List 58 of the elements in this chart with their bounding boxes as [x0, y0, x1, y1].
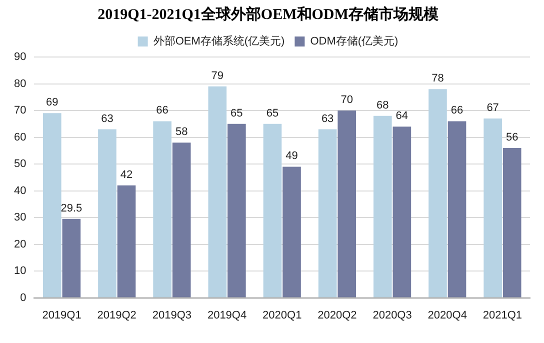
- bar: [484, 118, 502, 298]
- data-label: 56: [506, 132, 518, 144]
- y-tick-label: 10: [14, 265, 26, 278]
- bar: [428, 89, 447, 298]
- y-tick-label: 30: [14, 212, 26, 224]
- x-tick-label: 2020Q2: [318, 309, 357, 322]
- y-tick-label: 0: [20, 292, 26, 304]
- bar: [153, 121, 172, 298]
- y-tick-label: 90: [14, 51, 26, 64]
- y-tick-label: 50: [14, 158, 26, 170]
- bar: [338, 110, 356, 298]
- data-label: 78: [432, 72, 444, 85]
- bar: [263, 124, 282, 298]
- data-label: 68: [376, 99, 389, 112]
- x-tick-label: 2019Q3: [152, 309, 192, 322]
- data-label: 29.5: [60, 202, 82, 214]
- data-label: 63: [321, 112, 334, 125]
- bar: [208, 86, 227, 298]
- x-tick-label: 2021Q1: [482, 309, 522, 322]
- bar: [318, 129, 337, 298]
- bar: [282, 166, 301, 298]
- data-label: 70: [340, 94, 353, 106]
- data-label: 67: [486, 102, 499, 114]
- y-tick-label: 40: [14, 184, 26, 197]
- x-tick-label: 2019Q4: [207, 309, 247, 322]
- data-label: 69: [46, 96, 58, 109]
- legend-label: 外部OEM存储系统(亿美元): [153, 34, 285, 48]
- bar: [228, 124, 246, 298]
- data-label: 49: [286, 150, 298, 162]
- x-tick-label: 2019Q2: [97, 309, 136, 322]
- bar: [172, 142, 191, 298]
- data-label: 66: [450, 104, 464, 117]
- y-tick-label: 70: [14, 104, 26, 117]
- bar: [502, 148, 522, 298]
- y-tick-label: 80: [14, 78, 26, 90]
- x-tick-label: 2019Q1: [42, 309, 82, 322]
- data-label: 58: [175, 126, 188, 138]
- x-tick-label: 2020Q4: [428, 309, 467, 322]
- bar: [42, 113, 62, 298]
- bar: [62, 218, 81, 298]
- x-tick-label: 2020Q1: [262, 309, 302, 322]
- data-label: 63: [101, 112, 114, 125]
- bar: [117, 185, 136, 298]
- bar: [392, 126, 412, 298]
- data-label: 65: [230, 107, 243, 120]
- bar: [448, 121, 466, 298]
- y-tick-label: 60: [14, 131, 26, 144]
- bar: [98, 129, 116, 298]
- data-label: 65: [266, 107, 279, 120]
- x-tick-label: 2020Q3: [372, 309, 412, 322]
- data-label: 42: [120, 168, 133, 181]
- data-label: 66: [156, 104, 168, 117]
- legend-label: ODM存储(亿美元): [310, 34, 398, 48]
- data-label: 64: [396, 110, 408, 122]
- bar: [373, 116, 392, 298]
- chart-title: 2019Q1-2021Q1全球外部OEM和ODM存储市场规模: [98, 4, 440, 23]
- data-label: 79: [211, 70, 224, 82]
- y-tick-label: 20: [14, 238, 26, 250]
